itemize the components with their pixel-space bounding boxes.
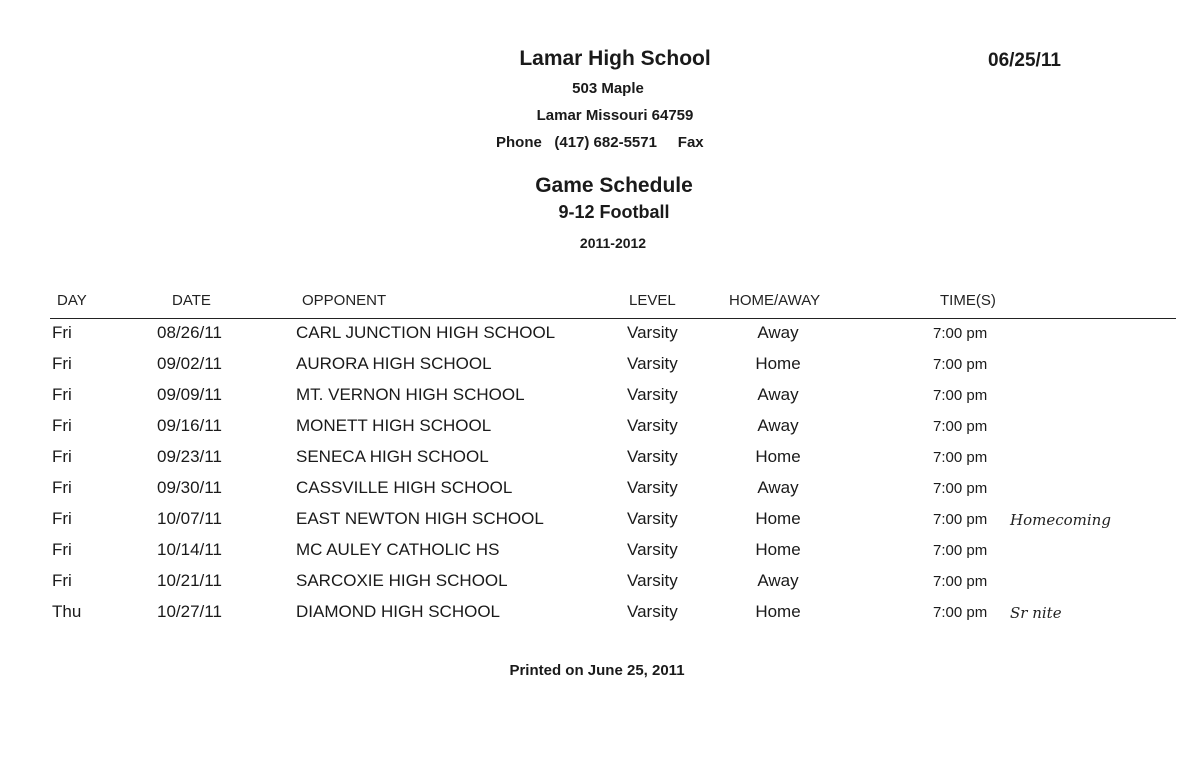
cell-date: 10/21/11 xyxy=(157,571,222,590)
table-row: Fri 09/16/11 MONETT HIGH SCHOOL Varsity Away… xyxy=(0,416,1200,444)
cell-level: Varsity xyxy=(627,385,678,404)
column-header-home-away: HOME/AWAY xyxy=(729,292,821,309)
cell-time: 7:00 pm xyxy=(933,418,988,435)
cell-level: Varsity xyxy=(627,602,678,621)
table-row: Fri 09/02/11 AURORA HIGH SCHOOL Varsity Home… xyxy=(0,354,1200,382)
cell-date: 09/02/11 xyxy=(157,354,222,373)
cell-date: 10/27/11 xyxy=(157,602,222,621)
cell-opponent: EAST NEWTON HIGH SCHOOL xyxy=(296,509,544,528)
column-header-day: DAY xyxy=(57,292,87,309)
cell-date: 09/09/11 xyxy=(157,385,222,404)
cell-opponent: MT. VERNON HIGH SCHOOL xyxy=(296,385,525,404)
cell-opponent: SARCOXIE HIGH SCHOOL xyxy=(296,571,508,590)
table-row: Fri 09/23/11 SENECA HIGH SCHOOL Varsity Home… xyxy=(0,447,1200,475)
cell-date: 10/14/11 xyxy=(157,540,222,559)
cell-opponent: AURORA HIGH SCHOOL xyxy=(296,354,492,373)
table-row: Fri 10/21/11 SARCOXIE HIGH SCHOOL Varsity Aw… xyxy=(0,571,1200,599)
cell-time: 7:00 pm xyxy=(933,604,988,621)
cell-opponent: DIAMOND HIGH SCHOOL xyxy=(296,602,501,621)
cell-day: Thu xyxy=(52,602,82,621)
cell-time: 7:00 pm xyxy=(933,480,988,497)
cell-opponent: SENECA HIGH SCHOOL xyxy=(296,447,489,466)
table-row: Fri 09/30/11 CASSVILLE HIGH SCHOOL Varsity A… xyxy=(0,478,1200,506)
table-row: Fri 09/09/11 MT. VERNON HIGH SCHOOL Varsity… xyxy=(0,385,1200,413)
school-city: Lamar Missouri 64759 xyxy=(536,107,694,124)
schedule-subtitle: 9-12 Football xyxy=(558,202,670,222)
cell-home-away: Home xyxy=(755,602,801,621)
cell-opponent: MONETT HIGH SCHOOL xyxy=(296,416,492,435)
cell-home-away: Home xyxy=(755,540,801,559)
handwritten-note: Sr nite xyxy=(1010,604,1062,622)
cell-home-away: Away xyxy=(757,571,799,590)
column-header-date: DATE xyxy=(172,292,211,309)
cell-day: Fri xyxy=(52,509,72,528)
cell-level: Varsity xyxy=(627,540,678,559)
column-header-times: TIME(S) xyxy=(940,292,996,309)
cell-day: Fri xyxy=(52,323,72,342)
cell-day: Fri xyxy=(52,571,72,590)
document-date: 06/25/11 xyxy=(988,50,1061,71)
cell-time: 7:00 pm xyxy=(933,449,988,466)
school-address: 503 Maple xyxy=(572,80,644,97)
cell-home-away: Away xyxy=(757,323,799,342)
cell-time: 7:00 pm xyxy=(933,542,988,559)
fax-label: Fax xyxy=(677,134,704,151)
cell-time: 7:00 pm xyxy=(933,356,988,373)
cell-time: 7:00 pm xyxy=(933,511,988,528)
cell-time: 7:00 pm xyxy=(933,387,988,404)
cell-level: Varsity xyxy=(627,416,678,435)
cell-home-away: Home xyxy=(755,354,801,373)
column-header-level: LEVEL xyxy=(629,292,676,309)
table-row: Fri 10/14/11 MC AULEY CATHOLIC HS Varsity Ho… xyxy=(0,540,1200,568)
phone-label: Phone xyxy=(496,134,542,151)
cell-time: 7:00 pm xyxy=(933,325,988,342)
phone-number: (417) 682-5571 xyxy=(554,134,657,151)
cell-level: Varsity xyxy=(627,354,678,373)
table-row: Fri 08/26/11 CARL JUNCTION HIGH SCHOOL Vars… xyxy=(0,323,1200,351)
cell-time: 7:00 pm xyxy=(933,573,988,590)
cell-level: Varsity xyxy=(627,447,678,466)
cell-home-away: Away xyxy=(757,478,799,497)
table-row: Fri 10/07/11 EAST NEWTON HIGH SCHOOL Varsit… xyxy=(0,509,1200,537)
cell-level: Varsity xyxy=(627,509,678,528)
cell-day: Fri xyxy=(52,478,72,497)
printed-on: Printed on June 25, 2011 xyxy=(509,662,685,679)
cell-date: 09/16/11 xyxy=(157,416,222,435)
cell-home-away: Home xyxy=(755,447,801,466)
phone-line: Phone (417) 682-5571 Fax xyxy=(496,134,704,151)
cell-opponent: MC AULEY CATHOLIC HS xyxy=(296,540,500,559)
cell-date: 08/26/11 xyxy=(157,323,222,342)
cell-opponent: CASSVILLE HIGH SCHOOL xyxy=(296,478,513,497)
table-row: Thu 10/27/11 DIAMOND HIGH SCHOOL Varsity Hom… xyxy=(0,602,1200,630)
cell-level: Varsity xyxy=(627,478,678,497)
cell-opponent: CARL JUNCTION HIGH SCHOOL xyxy=(296,323,556,342)
cell-day: Fri xyxy=(52,447,72,466)
cell-day: Fri xyxy=(52,385,72,404)
schedule-title: Game Schedule xyxy=(535,174,693,197)
cell-day: Fri xyxy=(52,354,72,373)
school-name: Lamar High School xyxy=(519,47,711,70)
cell-date: 09/30/11 xyxy=(157,478,222,497)
header-divider xyxy=(50,318,1176,319)
cell-level: Varsity xyxy=(627,323,678,342)
cell-day: Fri xyxy=(52,540,72,559)
cell-day: Fri xyxy=(52,416,72,435)
cell-date: 09/23/11 xyxy=(157,447,222,466)
cell-home-away: Home xyxy=(755,509,801,528)
handwritten-note: Homecoming xyxy=(1010,511,1111,529)
cell-date: 10/07/11 xyxy=(157,509,222,528)
cell-home-away: Away xyxy=(757,416,799,435)
cell-level: Varsity xyxy=(627,571,678,590)
cell-home-away: Away xyxy=(757,385,799,404)
column-header-opponent: OPPONENT xyxy=(302,292,387,309)
season: 2011-2012 xyxy=(579,235,647,251)
